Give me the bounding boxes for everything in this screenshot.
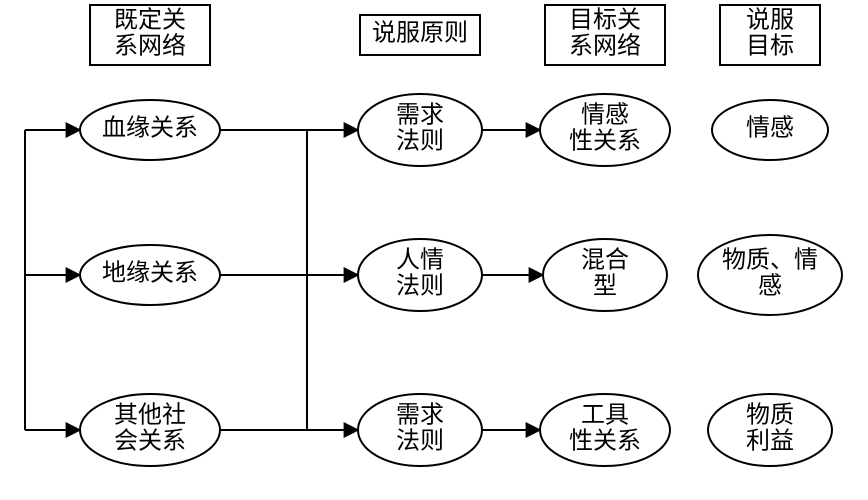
header-h2: 说服原则: [360, 15, 480, 55]
svg-text:混合: 混合: [581, 246, 629, 273]
svg-text:利益: 利益: [746, 428, 794, 455]
svg-text:系网络: 系网络: [114, 33, 186, 60]
svg-text:法则: 法则: [396, 273, 444, 300]
svg-text:法则: 法则: [396, 128, 444, 155]
node-c3: 工具性关系: [540, 394, 670, 466]
node-d1: 情感: [712, 100, 828, 160]
svg-text:人情: 人情: [396, 246, 444, 273]
node-b3: 需求法则: [358, 394, 482, 466]
svg-text:血缘关系: 血缘关系: [102, 115, 198, 142]
svg-text:物质、情: 物质、情: [722, 246, 818, 273]
svg-text:目标关: 目标关: [569, 6, 641, 33]
svg-text:会关系: 会关系: [114, 428, 186, 455]
svg-text:既定关: 既定关: [114, 6, 186, 33]
svg-text:说服原则: 说服原则: [372, 20, 468, 47]
header-h4: 说服目标: [720, 5, 820, 65]
svg-text:说服: 说服: [746, 6, 794, 33]
svg-text:性关系: 性关系: [569, 428, 641, 455]
svg-text:法则: 法则: [396, 428, 444, 455]
node-b1: 需求法则: [358, 94, 482, 166]
node-a3: 其他社会关系: [80, 394, 220, 466]
header-h1: 既定关系网络: [90, 5, 210, 65]
diagram-canvas: 既定关系网络说服原则目标关系网络说服目标 血缘关系地缘关系其他社会关系需求法则人…: [0, 0, 868, 500]
nodes-layer: 血缘关系地缘关系其他社会关系需求法则人情法则需求法则情感性关系混合型工具性关系情…: [80, 94, 842, 466]
header-h3: 目标关系网络: [545, 5, 665, 65]
svg-text:工具: 工具: [581, 402, 629, 428]
svg-text:需求: 需求: [396, 101, 444, 128]
node-d2: 物质、情感: [698, 235, 842, 315]
svg-text:感: 感: [758, 273, 782, 300]
svg-text:情感: 情感: [581, 101, 629, 128]
node-c1: 情感性关系: [540, 94, 670, 166]
svg-text:性关系: 性关系: [569, 128, 641, 155]
svg-text:系网络: 系网络: [569, 33, 641, 60]
svg-text:地缘关系: 地缘关系: [102, 260, 198, 287]
node-a1: 血缘关系: [80, 100, 220, 160]
svg-text:目标: 目标: [746, 33, 794, 60]
svg-text:情感: 情感: [746, 115, 794, 142]
svg-text:物质: 物质: [746, 401, 794, 428]
svg-text:需求: 需求: [396, 401, 444, 428]
headers-layer: 既定关系网络说服原则目标关系网络说服目标: [90, 5, 820, 65]
node-a2: 地缘关系: [80, 245, 220, 305]
node-c2: 混合型: [543, 239, 667, 311]
node-d3: 物质利益: [708, 394, 832, 466]
node-b2: 人情法则: [358, 239, 482, 311]
svg-text:其他社: 其他社: [114, 401, 186, 428]
svg-text:型: 型: [593, 273, 617, 300]
